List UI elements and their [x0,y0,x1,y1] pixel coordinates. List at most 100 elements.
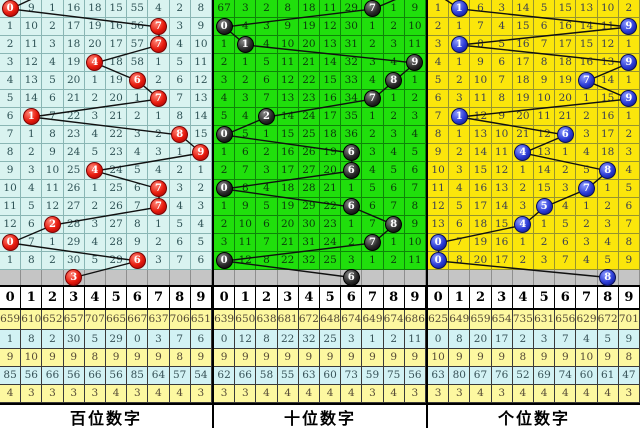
red-drawn-ball: 7 [149,36,167,53]
miss-cell: 1 [362,18,384,36]
miss-cell: 2 [512,252,534,270]
miss-cell: 8 [127,216,149,234]
black-drawn-ball: 8 [385,72,403,89]
stat-cell: 56 [106,367,128,385]
miss-cell: 25 [298,126,320,144]
stat-cell: 3 [84,385,106,403]
miss-cell: 9 [618,90,640,108]
miss-cell: 6 [341,198,363,216]
hundreds-panel: 0 9 1 16 18 15 55 4 2 8 1 10 2 17 19 16 56 7 3 9 2 11 3 18 20 17 5… [0,0,212,428]
panel-label: 百位数字 [0,403,212,428]
miss-cell: 18 [277,180,299,198]
miss-cell: 9 [404,54,426,72]
miss-cell: 7 [148,36,170,54]
stat-cell: 665 [106,310,128,330]
stat-cell: 659 [0,310,22,330]
stat-cell: 62 [214,367,236,385]
miss-cell: 2 [534,234,556,252]
pending-cell [278,270,299,285]
miss-cell: 1 [449,126,471,144]
miss-cell: 5 [42,72,64,90]
miss-cell: 18 [555,54,577,72]
miss-cell: 6 [404,162,426,180]
stat-cell: 3 [190,385,212,403]
miss-cell: 1 [512,162,534,180]
pending-cell: 3 [64,269,85,286]
miss-cell: 18 [512,72,534,90]
miss-cell: 3 [383,36,405,54]
blue-drawn-ball: 8 [599,162,617,179]
miss-cell: 0 [0,234,22,252]
miss-cell: 2 [42,216,64,234]
miss-cell: 12 [21,54,43,72]
miss-cell: 1 [362,252,384,270]
miss-cell: 9 [21,0,43,18]
miss-cell: 2 [256,0,278,18]
miss-cell: 57 [127,36,149,54]
red-drawn-ball: 4 [86,162,104,179]
digit-header-cell: 9 [619,287,640,308]
miss-cell: 11 [320,0,342,18]
miss-cell: 4 [618,162,640,180]
miss-cell: 4 [512,144,534,162]
miss-cell: 18 [470,216,492,234]
stat-cell: 4 [512,385,534,403]
pending-cell [127,270,149,285]
miss-cell: 23 [106,144,128,162]
blue-drawn-ball: 9 [620,90,638,107]
stat-cell: 649 [362,310,384,330]
miss-cell: 3 [84,216,106,234]
miss-cell: 13 [491,180,513,198]
stat-cell: 0 [428,330,450,349]
stat-cell: 9 [42,349,64,367]
miss-cell: 1 [404,72,426,90]
miss-cell: 3 [534,252,556,270]
miss-cell: 5 [534,198,556,216]
miss-cell: 7 [21,234,43,252]
miss-cell: 9 [470,54,492,72]
stat-cell: 55 [277,367,299,385]
miss-cell: 6 [618,198,640,216]
stat-cell: 629 [576,310,598,330]
digit-header-cell: 3 [278,287,299,308]
miss-cell: 3 [618,144,640,162]
miss-cell: 5 [428,72,450,90]
miss-cell: 17 [555,36,577,54]
stat-cell: 707 [84,310,106,330]
miss-cell: 19 [84,18,106,36]
miss-cell: 24 [63,144,85,162]
miss-cell: 1 [618,36,640,54]
stat-cell: 17 [491,330,513,349]
miss-cell: 10 [491,126,513,144]
units-panel: 1 1 6 3 14 5 15 13 10 2 2 1 7 4 15 6 16 14 11 9 3 1 8 5 16 7 17 15 1… [428,0,640,428]
miss-cell: 10 [404,234,426,252]
stat-cell: 57 [169,367,191,385]
miss-cell: 6 [127,180,149,198]
miss-cell: 6 [169,234,191,252]
miss-cell: 19 [512,90,534,108]
stat-cell: 9 [449,349,471,367]
blue-drawn-ball: 5 [535,198,553,215]
miss-cell: 3 [169,180,191,198]
miss-cell: 22 [277,252,299,270]
digit-header-cell: 6 [127,287,149,308]
miss-cell: 4 [84,54,106,72]
stat-cell: 52 [512,367,534,385]
miss-cell: 5 [84,252,106,270]
stat-cell: 652 [42,310,64,330]
miss-cell: 8 [169,108,191,126]
stat-cell: 648 [320,310,342,330]
miss-cell: 2 [576,108,598,126]
stat-cell: 3 [214,385,236,403]
digit-header-cell: 6 [341,287,363,308]
miss-cell: 1 [148,108,170,126]
stat-cell: 73 [341,367,363,385]
red-drawn-ball: 2 [43,216,61,233]
pending-cell [148,270,170,285]
stat-cell: 4 [555,385,577,403]
red-drawn-ball: 0 [1,0,19,17]
miss-cell: 14 [576,18,598,36]
miss-cell: 14 [534,162,556,180]
miss-cell: 14 [277,108,299,126]
